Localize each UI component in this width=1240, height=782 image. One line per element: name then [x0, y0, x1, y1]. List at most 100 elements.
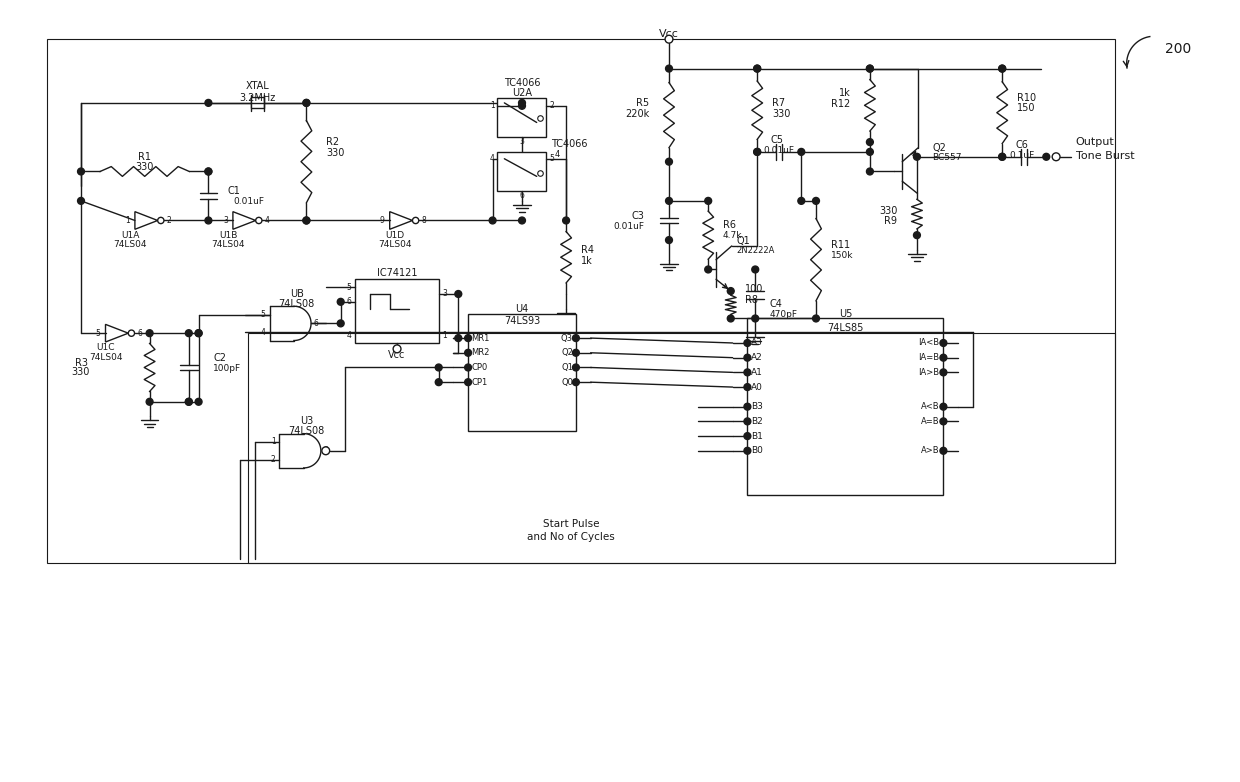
Text: A2: A2: [751, 353, 763, 362]
Circle shape: [940, 447, 947, 454]
Circle shape: [435, 364, 443, 371]
Text: Tone Burst: Tone Burst: [1076, 151, 1135, 161]
Text: 6: 6: [520, 191, 525, 199]
Bar: [356, 279, 439, 343]
Text: R7: R7: [771, 98, 785, 108]
Text: 5: 5: [549, 154, 554, 163]
Circle shape: [205, 217, 212, 224]
Text: 3: 3: [324, 447, 329, 455]
Text: 6: 6: [314, 319, 319, 328]
Circle shape: [998, 153, 1006, 160]
Circle shape: [146, 398, 153, 405]
Text: IA>B: IA>B: [919, 368, 940, 377]
Text: CP1: CP1: [471, 378, 487, 386]
Circle shape: [744, 384, 751, 390]
Circle shape: [940, 369, 947, 376]
Text: 4.7k: 4.7k: [723, 231, 743, 239]
Text: MR2: MR2: [471, 348, 490, 357]
Circle shape: [337, 299, 345, 305]
Text: B2: B2: [751, 417, 763, 426]
Text: 3: 3: [223, 216, 228, 225]
Text: 9: 9: [379, 216, 384, 225]
Circle shape: [157, 217, 164, 224]
Circle shape: [797, 197, 805, 204]
Circle shape: [303, 99, 310, 106]
Circle shape: [518, 102, 526, 109]
Text: 330: 330: [879, 206, 898, 216]
Text: 0.01uF: 0.01uF: [764, 146, 795, 156]
Text: 4: 4: [347, 331, 351, 339]
Text: 330: 330: [72, 368, 91, 378]
Circle shape: [704, 266, 712, 273]
Text: 200: 200: [1166, 42, 1192, 56]
Text: R12: R12: [831, 99, 851, 109]
Text: 1: 1: [443, 331, 448, 339]
Text: R5: R5: [636, 98, 650, 108]
Text: Q3: Q3: [560, 334, 573, 343]
Text: UB: UB: [290, 289, 304, 299]
Circle shape: [78, 197, 84, 204]
Text: C1: C1: [228, 186, 241, 196]
Circle shape: [998, 65, 1006, 72]
Text: C3: C3: [631, 210, 645, 221]
Circle shape: [322, 447, 330, 454]
Text: Q1: Q1: [560, 363, 573, 372]
Text: R10: R10: [1017, 93, 1037, 103]
Text: BC557: BC557: [932, 153, 962, 162]
Circle shape: [303, 217, 310, 224]
Text: 100: 100: [745, 284, 764, 294]
Circle shape: [128, 330, 135, 336]
Text: 74LS04: 74LS04: [211, 241, 244, 249]
Text: Vcc: Vcc: [388, 350, 405, 360]
Circle shape: [563, 217, 569, 224]
Text: U1D: U1D: [386, 231, 404, 239]
Text: 1: 1: [125, 216, 130, 225]
Circle shape: [455, 291, 461, 297]
Text: B3: B3: [751, 402, 763, 411]
Text: 74LS85: 74LS85: [827, 323, 863, 333]
Bar: [47, 39, 1115, 564]
Text: Q1: Q1: [737, 236, 750, 246]
Text: IA<B: IA<B: [919, 339, 940, 347]
Text: C4: C4: [770, 299, 782, 309]
Text: U1C: U1C: [97, 343, 115, 353]
Text: Vcc: Vcc: [660, 29, 680, 39]
Text: R9: R9: [884, 217, 898, 227]
Text: A=B: A=B: [921, 417, 940, 426]
Text: U2A: U2A: [512, 88, 532, 98]
Circle shape: [998, 65, 1006, 72]
Circle shape: [435, 378, 443, 386]
Text: 2: 2: [167, 216, 171, 225]
Circle shape: [812, 197, 820, 204]
Circle shape: [465, 378, 471, 386]
Text: 74LS08: 74LS08: [288, 426, 325, 436]
Text: 4: 4: [490, 154, 495, 163]
Bar: [250, 98, 264, 108]
Text: TC4066: TC4066: [503, 78, 541, 88]
Text: XTAL: XTAL: [246, 81, 269, 91]
Text: 0.01uF: 0.01uF: [614, 222, 645, 231]
Circle shape: [754, 65, 760, 72]
Circle shape: [797, 149, 805, 156]
Circle shape: [744, 354, 751, 361]
Circle shape: [78, 168, 84, 175]
Circle shape: [704, 197, 712, 204]
Text: U4: U4: [516, 303, 528, 314]
Circle shape: [744, 447, 751, 454]
Text: 4: 4: [260, 328, 265, 337]
Text: IA=B: IA=B: [919, 353, 940, 362]
Circle shape: [754, 149, 760, 156]
Circle shape: [867, 65, 873, 72]
Circle shape: [185, 398, 192, 405]
Bar: [467, 314, 575, 431]
Text: and No of Cycles: and No of Cycles: [527, 532, 615, 542]
Text: 3: 3: [520, 137, 525, 145]
Text: 2: 2: [270, 455, 275, 464]
Circle shape: [754, 149, 760, 156]
Circle shape: [812, 315, 820, 322]
Text: MR1: MR1: [471, 334, 490, 343]
Circle shape: [465, 364, 471, 371]
Text: 74LS04: 74LS04: [378, 241, 412, 249]
Circle shape: [744, 339, 751, 346]
Text: U5: U5: [838, 309, 852, 318]
